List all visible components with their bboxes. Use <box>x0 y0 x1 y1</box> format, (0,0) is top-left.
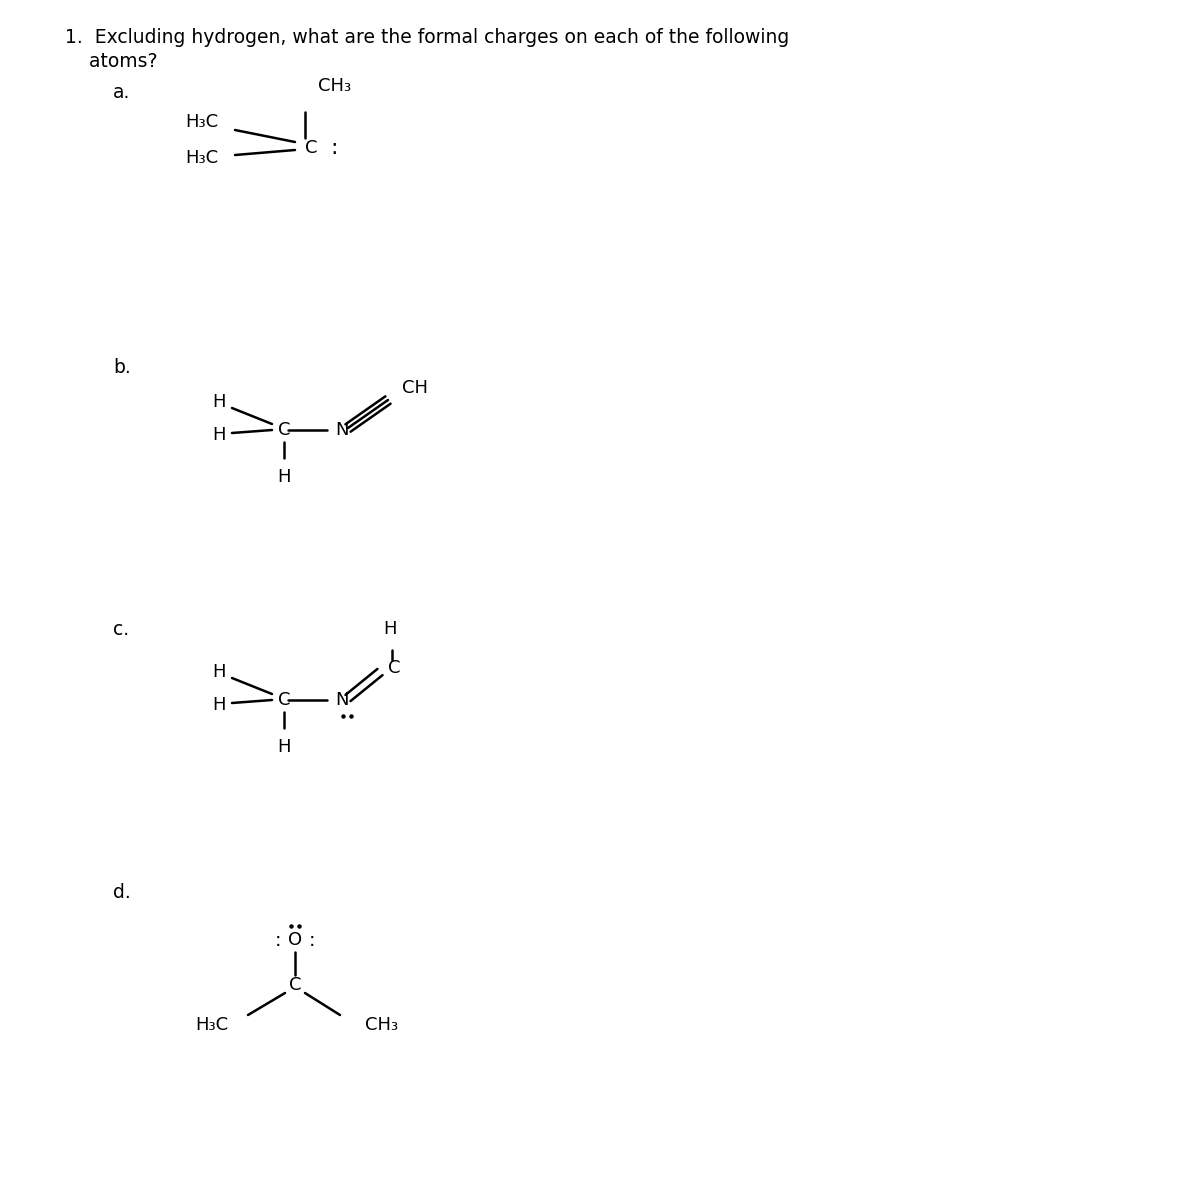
Text: C: C <box>278 421 291 439</box>
Text: 1.  Excluding hydrogen, what are the formal charges on each of the following: 1. Excluding hydrogen, what are the form… <box>65 28 789 47</box>
Text: H₃C: H₃C <box>185 149 219 167</box>
Text: atoms?: atoms? <box>65 52 158 71</box>
Text: a.: a. <box>113 83 131 102</box>
Text: CH₃: CH₃ <box>318 77 352 95</box>
Text: C: C <box>305 139 317 157</box>
Text: c.: c. <box>113 620 129 638</box>
Text: :: : <box>330 138 337 158</box>
Text: H₃C: H₃C <box>185 113 219 131</box>
Text: H: H <box>277 468 291 486</box>
Text: :: : <box>274 930 282 949</box>
Text: b.: b. <box>113 358 131 377</box>
Text: H: H <box>277 738 291 756</box>
Text: H: H <box>213 696 226 714</box>
Text: N: N <box>335 421 348 439</box>
Text: H: H <box>213 662 226 680</box>
Text: :: : <box>309 930 316 949</box>
Text: N: N <box>335 691 348 709</box>
Text: O: O <box>287 931 302 949</box>
Text: CH: CH <box>402 379 428 397</box>
Text: C: C <box>388 659 400 677</box>
Text: C: C <box>278 691 291 709</box>
Text: H: H <box>384 620 397 638</box>
Text: H: H <box>213 426 226 444</box>
Text: d.: d. <box>113 883 131 902</box>
Text: H: H <box>213 392 226 410</box>
Text: CH₃: CH₃ <box>365 1016 398 1034</box>
Text: H₃C: H₃C <box>195 1016 228 1034</box>
Text: C: C <box>289 976 302 994</box>
